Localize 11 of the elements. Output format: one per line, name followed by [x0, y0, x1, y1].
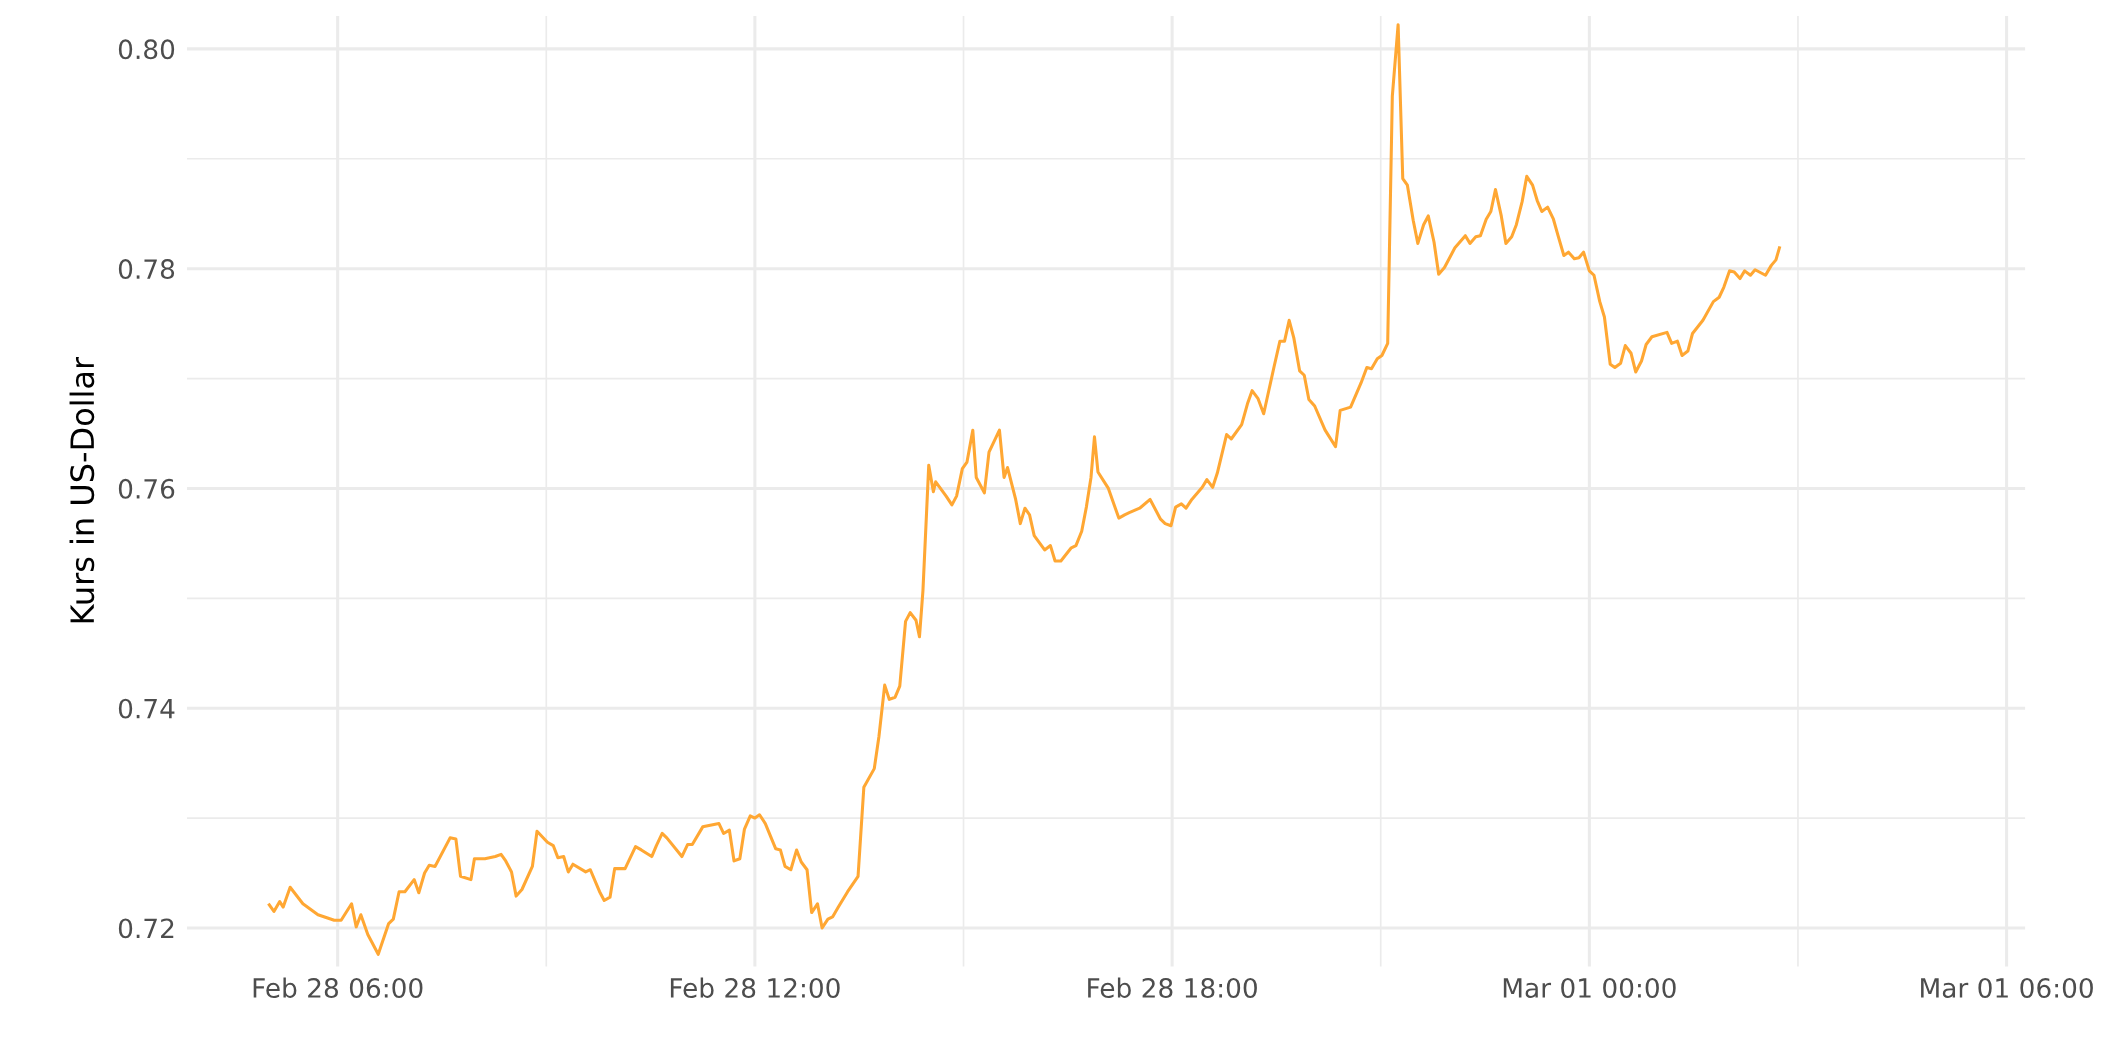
x-tick-label: Mar 01 06:00 — [1921, 978, 2093, 998]
y-tick-label: 0.74 — [118, 698, 175, 719]
x-tick-label: Feb 28 06:00 — [253, 977, 423, 998]
x-tick-label: Feb 28 18:00 — [1088, 977, 1257, 998]
x-tick-label: Feb 28 12:00 — [670, 977, 840, 998]
y-axis-title: Kurs in US-Dollar — [69, 356, 95, 623]
x-tick-label: Mar 01 00:00 — [1503, 978, 1676, 998]
y-tick-label: 0.72 — [118, 918, 174, 939]
y-tick-label: 0.78 — [118, 259, 175, 280]
y-tick-label: 0.80 — [118, 39, 175, 60]
y-tick-label: 0.76 — [118, 478, 175, 499]
